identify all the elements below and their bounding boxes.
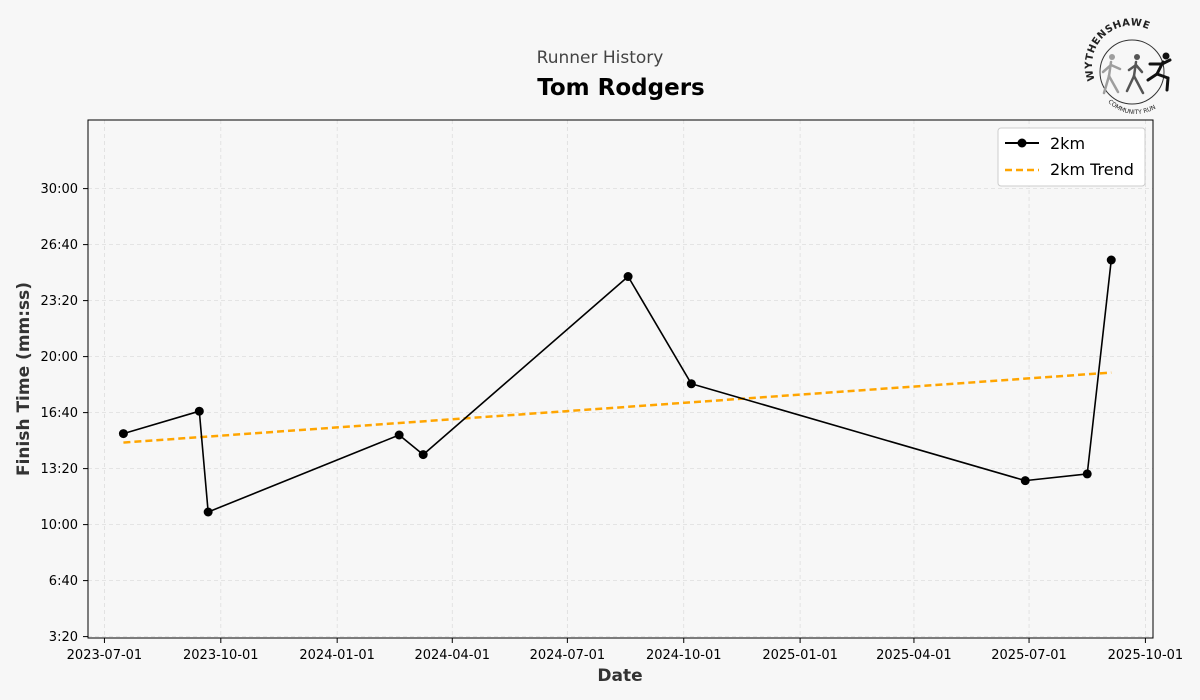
data-point-2km [194, 406, 204, 416]
y-tick-label: 13:20 [41, 462, 78, 477]
logo-ring [1099, 39, 1165, 105]
series-line-2km [123, 259, 1113, 513]
runner-figure-dark-icon [1146, 52, 1172, 92]
legend-label-2km-trend: 2km Trend [1050, 160, 1134, 179]
data-point-2km [418, 450, 428, 460]
chart-subtitle: Runner History [537, 48, 664, 68]
legend-item-2km-trend: 2km Trend [1005, 160, 1134, 179]
series-layer [118, 255, 1116, 517]
x-tick-label: 2023-07-01 [67, 648, 143, 663]
data-point-2km [1106, 255, 1116, 265]
legend-item-2km: 2km [1005, 134, 1085, 153]
data-point-2km [1020, 476, 1030, 486]
grid [88, 120, 1153, 638]
x-tick-label: 2024-07-01 [530, 648, 606, 663]
y-tick-label: 26:40 [41, 238, 78, 253]
y-tick-label: 30:00 [41, 182, 78, 197]
runner-figure-light-icon [1101, 54, 1122, 95]
x-tick-label: 2024-10-01 [646, 648, 722, 663]
x-tick-label: 2025-07-01 [991, 648, 1067, 663]
legend-marker-2km [1017, 138, 1027, 148]
x-axis-label: Date [597, 666, 642, 686]
x-tick-label: 2025-01-01 [762, 648, 838, 663]
runner-figure-mid-icon [1125, 54, 1145, 95]
data-point-2km [203, 507, 213, 517]
logo-bottom-text: COMMUNITY RUN [1107, 98, 1157, 116]
data-point-2km [623, 272, 633, 282]
y-axis-label: Finish Time (mm:ss) [14, 282, 34, 476]
data-point-2km [686, 379, 696, 389]
x-tick-label: 2025-10-01 [1108, 648, 1184, 663]
x-axis: 2023-07-01 2023-10-01 2024-01-01 2024-04-01… [67, 638, 1184, 663]
x-tick-label: 2024-04-01 [414, 648, 490, 663]
trend-line-2km [123, 371, 1112, 444]
legend-label-2km: 2km [1050, 134, 1085, 153]
data-point-2km [118, 429, 128, 439]
x-tick-label: 2025-04-01 [876, 648, 952, 663]
y-tick-label: 10:00 [41, 518, 78, 533]
data-point-2km [394, 430, 404, 440]
y-tick-label: 20:00 [41, 350, 78, 365]
plot-frame [87, 119, 1154, 639]
x-tick-label: 2023-10-01 [183, 648, 259, 663]
y-tick-label: 3:20 [49, 630, 78, 645]
data-point-2km [1082, 469, 1092, 479]
club-logo: WYTHENSHAWE COMMUNITY RUN [1084, 17, 1172, 116]
chart-title: Tom Rodgers [537, 75, 704, 101]
y-tick-label: 23:20 [41, 294, 78, 309]
y-tick-label: 6:40 [49, 574, 78, 589]
legend: 2km 2km Trend [997, 127, 1146, 187]
x-tick-label: 2024-01-01 [299, 648, 375, 663]
y-tick-label: 16:40 [41, 406, 78, 421]
y-axis: 3:20 6:40 10:00 13:20 16:40 20:00 23:20 26:40 30… [41, 182, 88, 645]
